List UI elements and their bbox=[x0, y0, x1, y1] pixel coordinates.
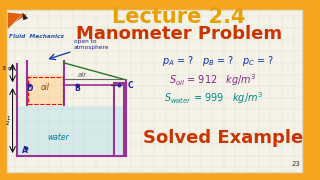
Text: B: B bbox=[75, 84, 80, 93]
Text: 23: 23 bbox=[292, 161, 300, 168]
Text: Lecture 2.4: Lecture 2.4 bbox=[112, 7, 246, 27]
Text: $S_{oil}$ = 912   $kg/m^3$: $S_{oil}$ = 912 $kg/m^3$ bbox=[169, 72, 257, 88]
Text: 1
2: 1 2 bbox=[6, 116, 10, 126]
Text: air: air bbox=[78, 72, 87, 78]
Text: water: water bbox=[47, 133, 69, 142]
Bar bbox=[27, 75, 64, 105]
Polygon shape bbox=[8, 12, 27, 29]
Text: $p_A$ = ?   $p_B$ = ?   $p_C$ = ?: $p_A$ = ? $p_B$ = ? $p_C$ = ? bbox=[162, 54, 274, 68]
Bar bbox=[19, 106, 125, 155]
Text: Solved Example: Solved Example bbox=[143, 129, 303, 147]
Text: 3 m: 3 m bbox=[2, 66, 14, 71]
Text: $S_{water}$ = 999   $kg/m^3$: $S_{water}$ = 999 $kg/m^3$ bbox=[164, 90, 263, 106]
Text: oil: oil bbox=[41, 83, 50, 92]
Text: Manometer Problem: Manometer Problem bbox=[76, 25, 282, 43]
Polygon shape bbox=[22, 12, 28, 20]
Text: open to
atmosphere: open to atmosphere bbox=[74, 39, 109, 50]
Text: C: C bbox=[128, 81, 133, 90]
Text: D: D bbox=[26, 84, 32, 93]
Text: Fluid  Mechanics: Fluid Mechanics bbox=[9, 34, 64, 39]
Text: A: A bbox=[22, 146, 28, 155]
